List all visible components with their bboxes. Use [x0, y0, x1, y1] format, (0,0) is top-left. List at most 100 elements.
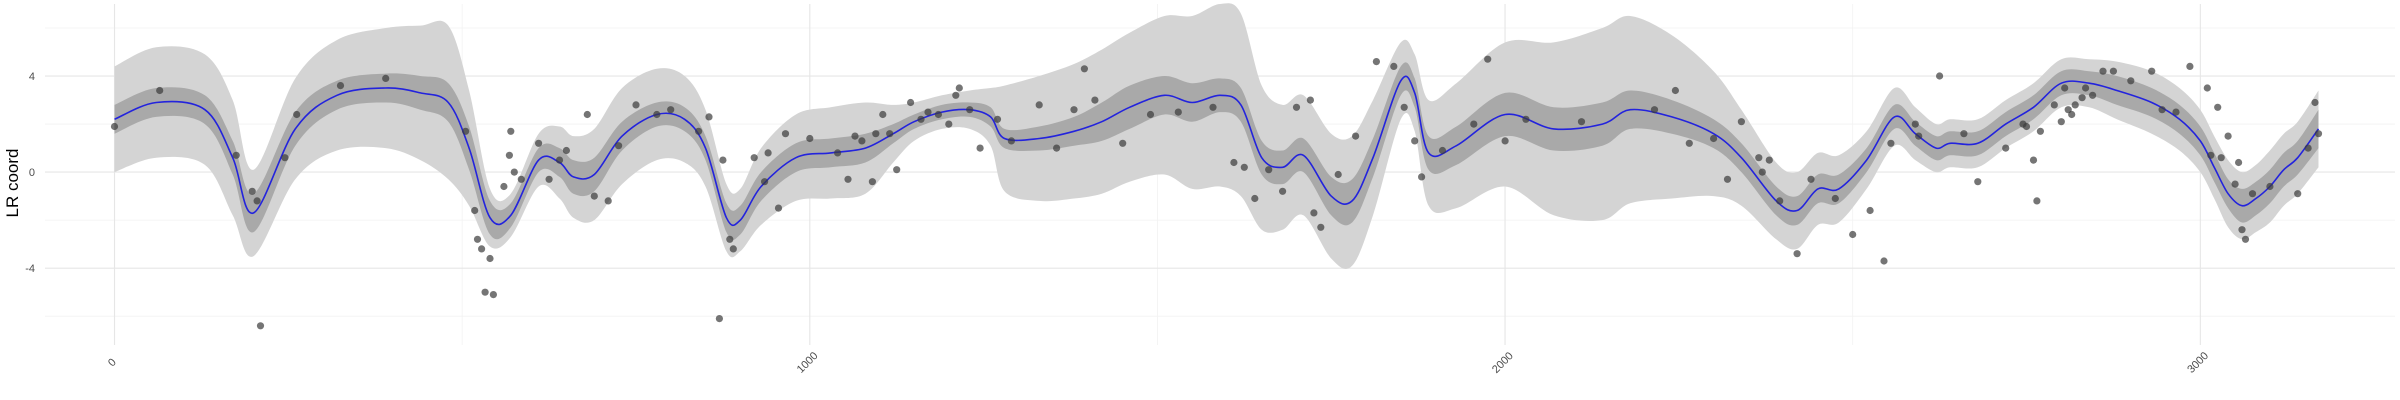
data-point — [1209, 103, 1217, 111]
data-point — [1279, 187, 1287, 195]
data-point — [1317, 223, 1325, 231]
data-point — [907, 98, 915, 107]
data-point — [955, 84, 963, 92]
data-point — [156, 86, 164, 95]
data-point — [489, 291, 497, 299]
data-point — [761, 178, 769, 186]
data-point — [1936, 72, 1944, 80]
data-point — [1230, 158, 1238, 167]
data-point — [2235, 158, 2243, 167]
data-point — [1737, 118, 1745, 126]
data-point — [2231, 180, 2239, 188]
data-point — [2036, 127, 2044, 135]
data-point — [2061, 84, 2069, 92]
data-point — [2033, 197, 2041, 205]
data-point — [1866, 206, 1874, 215]
data-point — [2089, 91, 2097, 99]
data-point — [1007, 137, 1016, 145]
data-point — [945, 120, 953, 128]
data-point — [1418, 173, 1426, 181]
data-point — [653, 110, 661, 119]
data-point — [2057, 118, 2065, 126]
data-point — [1390, 62, 1398, 70]
data-point — [695, 127, 703, 135]
data-point — [2203, 84, 2211, 92]
x-tick-label: 1000 — [795, 350, 821, 376]
data-point — [604, 197, 612, 205]
data-point — [2207, 151, 2215, 159]
data-point — [253, 197, 261, 205]
data-point — [1035, 101, 1043, 109]
data-point — [2158, 106, 2166, 114]
data-point — [2099, 67, 2107, 75]
data-point — [1240, 163, 1248, 171]
data-point — [478, 245, 486, 253]
data-point — [1334, 170, 1342, 179]
data-point — [715, 315, 724, 323]
data-point — [858, 137, 866, 145]
data-point — [806, 134, 814, 143]
data-point — [2241, 235, 2250, 243]
data-point — [110, 122, 119, 131]
data-point — [976, 144, 984, 152]
data-point — [505, 151, 513, 159]
data-point — [562, 146, 571, 155]
data-point — [2314, 130, 2323, 138]
data-point — [590, 192, 598, 200]
data-point — [2002, 144, 2010, 152]
data-point — [764, 149, 772, 157]
data-point — [1174, 108, 1182, 116]
data-point — [1849, 230, 1857, 239]
data-point — [726, 235, 734, 243]
data-point — [1146, 110, 1155, 119]
data-point — [615, 142, 623, 150]
data-point — [2224, 132, 2232, 140]
data-point — [1310, 209, 1318, 217]
data-point — [1710, 134, 1718, 143]
data-point — [781, 130, 790, 138]
x-axis-ticks: 0 1000 2000 3000 — [106, 350, 2211, 376]
data-point — [705, 113, 713, 121]
data-point — [2127, 77, 2135, 85]
data-point — [555, 156, 564, 164]
data-point — [471, 206, 479, 215]
data-point — [2311, 98, 2319, 107]
data-point — [486, 254, 494, 263]
data-point — [1755, 154, 1763, 162]
data-point — [893, 166, 901, 174]
data-point — [2071, 101, 2079, 109]
data-point — [462, 127, 470, 135]
data-point — [2294, 190, 2302, 198]
data-point — [886, 130, 894, 138]
data-point — [1671, 86, 1679, 95]
data-point — [1577, 118, 1586, 126]
data-point — [293, 110, 301, 119]
data-point — [1080, 65, 1088, 73]
data-point — [1880, 257, 1888, 265]
data-point — [2050, 101, 2058, 109]
data-point — [1470, 120, 1478, 128]
data-point — [844, 175, 852, 183]
data-point — [2082, 84, 2090, 92]
data-point — [774, 204, 783, 212]
data-point — [1306, 96, 1314, 104]
data-point — [1807, 175, 1815, 183]
data-point — [834, 149, 842, 157]
data-point — [1251, 194, 1259, 203]
data-point — [481, 288, 489, 296]
data-point — [993, 115, 1002, 123]
data-point — [2022, 122, 2031, 131]
data-point — [2148, 67, 2156, 75]
x-tick-label: 0 — [106, 356, 119, 369]
data-point — [1091, 96, 1099, 104]
data-point — [2266, 182, 2274, 191]
data-point — [952, 91, 960, 99]
data-point — [1522, 115, 1530, 123]
y-tick-label: -4 — [25, 263, 35, 275]
data-point — [545, 175, 553, 183]
data-point — [868, 178, 877, 186]
data-point — [256, 322, 265, 330]
data-point — [1831, 194, 1839, 203]
data-point — [934, 110, 943, 119]
